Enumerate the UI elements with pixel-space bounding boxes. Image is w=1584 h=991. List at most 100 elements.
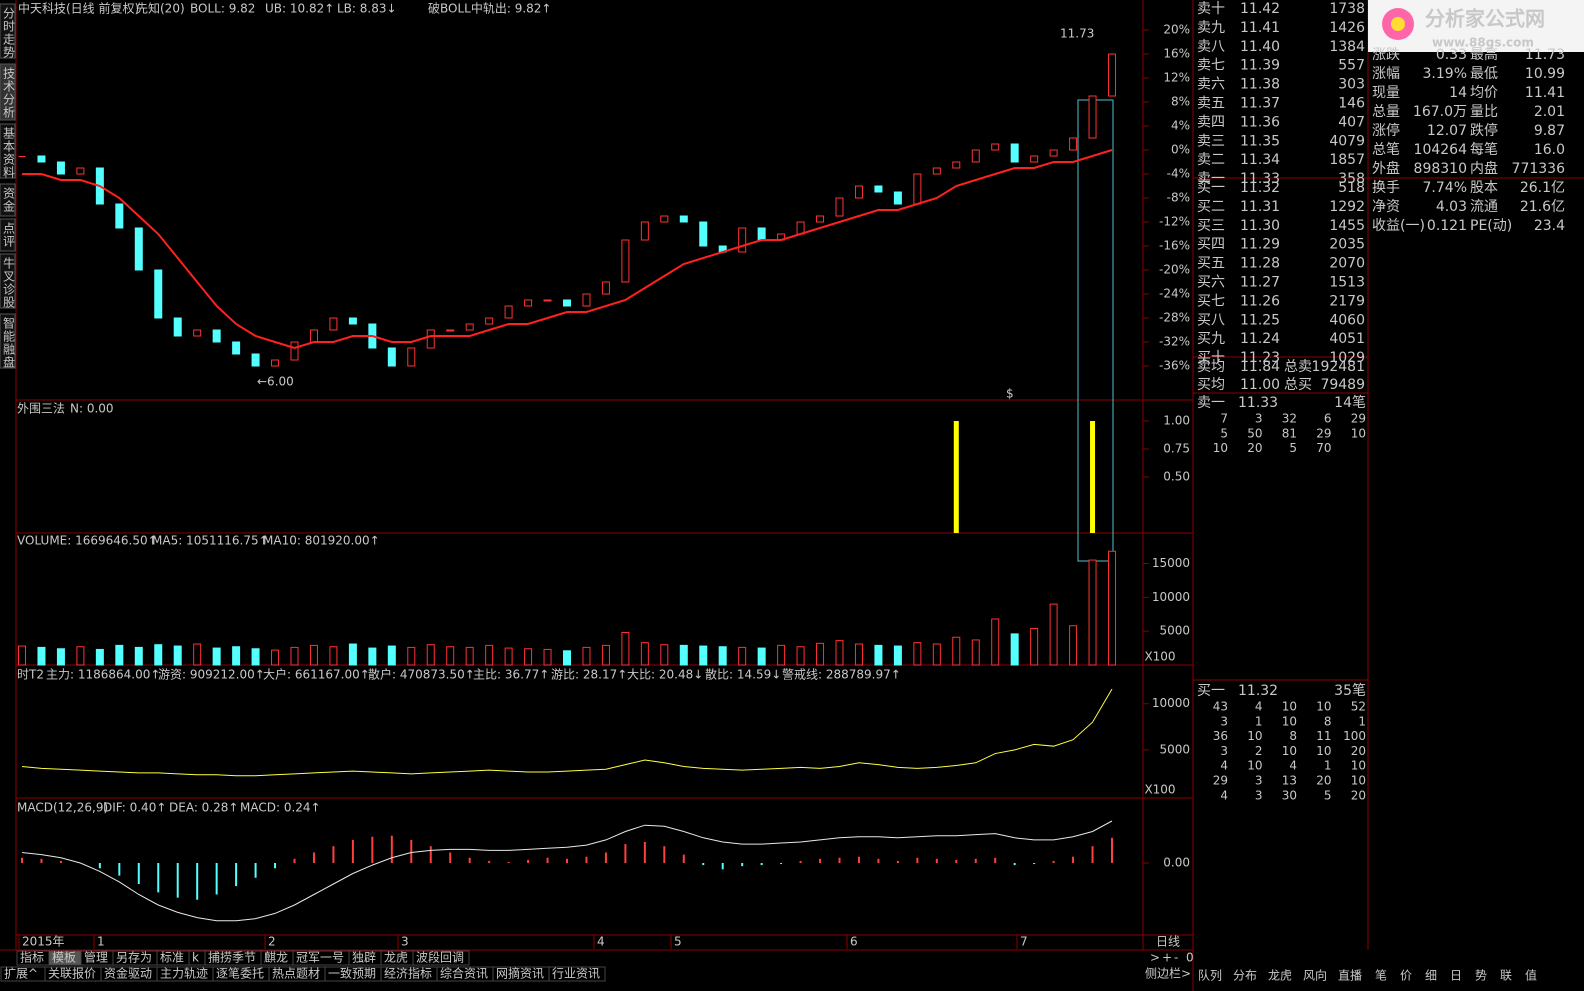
- candle: [563, 299, 571, 307]
- control-button[interactable]: >: [1150, 951, 1160, 965]
- toolbar-label[interactable]: 龙虎: [384, 951, 408, 965]
- volume-bar: [601, 644, 610, 666]
- side-tab[interactable]: [0, 218, 16, 252]
- detail-tab-button[interactable]: 日: [1450, 969, 1462, 983]
- fund-label: 游比: 28.17↑: [551, 668, 627, 682]
- toolbar-label[interactable]: 模板: [52, 951, 76, 965]
- y-tick-label: 0.75: [1163, 442, 1190, 456]
- toolbar-label[interactable]: 网摘资讯: [496, 966, 544, 981]
- info-value: 11.73: [1525, 47, 1565, 63]
- volume-bar: [874, 644, 883, 666]
- side-tab[interactable]: [0, 123, 16, 179]
- candle: [309, 329, 318, 343]
- toolbar-label[interactable]: 冠军一号: [296, 951, 344, 965]
- candle: [193, 329, 202, 337]
- toolbar-label[interactable]: k: [192, 951, 199, 965]
- fund-label: 大户: 661167.00↑: [263, 667, 370, 682]
- candle: [271, 359, 280, 367]
- info-label: 内盘: [1470, 160, 1498, 177]
- toolbar-label[interactable]: 麒龙: [264, 950, 288, 965]
- queue-cell: 81: [1282, 426, 1297, 440]
- info-label: 换手: [1372, 179, 1400, 196]
- toolbar-label[interactable]: 波段回调: [416, 950, 464, 965]
- detail-tab-button[interactable]: 值: [1525, 968, 1537, 983]
- detail-tab-button[interactable]: 联: [1500, 969, 1512, 983]
- info-label: 流通: [1470, 199, 1498, 215]
- volume-bar: [796, 646, 805, 666]
- candle: [446, 329, 455, 332]
- side-tab-button[interactable]: 风向: [1303, 968, 1327, 983]
- volume-bar: [718, 646, 727, 666]
- side-tab[interactable]: [0, 313, 16, 369]
- side-tab-button[interactable]: 分布: [1233, 969, 1257, 983]
- toolbar-label[interactable]: 一致预期: [328, 967, 376, 981]
- toolbar-label[interactable]: 综合资讯: [440, 966, 488, 981]
- volume-bar: [777, 644, 786, 666]
- candle: [115, 203, 124, 229]
- volume-bar: [485, 644, 494, 666]
- toolbar-label[interactable]: 经济指标: [384, 966, 432, 981]
- queue-price: 11.32: [1238, 683, 1278, 699]
- detail-tab-button[interactable]: 势: [1475, 969, 1487, 983]
- toolbar-label[interactable]: 主力轨迹: [160, 967, 208, 981]
- date-label: 7: [1020, 935, 1028, 949]
- volume-bar: [56, 648, 65, 666]
- signal-bar: [1090, 421, 1096, 533]
- toolbar-label[interactable]: 指标: [20, 950, 44, 965]
- side-tab-button[interactable]: 直播: [1338, 969, 1362, 983]
- side-tab-button[interactable]: 龙虎: [1268, 969, 1292, 983]
- book-label: 卖一: [1197, 171, 1225, 187]
- detail-tab-button[interactable]: 价: [1400, 969, 1412, 983]
- volume-bar: [991, 618, 1000, 666]
- toolbar-button[interactable]: [412, 950, 470, 966]
- toolbar-label[interactable]: 行业资讯: [552, 967, 600, 981]
- control-button[interactable]: 0: [1186, 951, 1194, 965]
- detail-tab-button[interactable]: 笔: [1375, 968, 1387, 983]
- side-tab[interactable]: [0, 253, 16, 309]
- side-tab[interactable]: [0, 3, 16, 59]
- toolbar-label[interactable]: 标准: [160, 951, 184, 965]
- queue-label: 卖一: [1197, 395, 1225, 411]
- toolbar-label[interactable]: 资金驱动: [104, 966, 152, 981]
- control-button[interactable]: -: [1174, 951, 1178, 965]
- book-volume: 146: [1338, 96, 1365, 112]
- toolbar-button[interactable]: [548, 966, 606, 982]
- y-tick-label: 15000: [1152, 556, 1190, 570]
- toolbar-label[interactable]: 另存为: [116, 951, 152, 965]
- book-price: 11.29: [1240, 237, 1280, 253]
- queue-cell: 52: [1351, 700, 1366, 714]
- toolbar-label[interactable]: 扩展^: [4, 967, 38, 981]
- volume-bar: [1010, 633, 1019, 666]
- toolbar-label[interactable]: 热点题材: [272, 967, 320, 981]
- candle: [854, 185, 863, 199]
- queue-cell: 10: [1316, 700, 1331, 714]
- sidebar-button[interactable]: 侧边栏>: [1145, 966, 1191, 981]
- side-tab-label: 点评: [2, 222, 16, 248]
- info-value: 7.74%: [1423, 180, 1467, 196]
- y-tick-label: -4%: [1167, 167, 1190, 181]
- book-price: 11.33: [1240, 171, 1280, 187]
- volume-bar: [913, 642, 922, 666]
- toolbar-label[interactable]: 捕捞季节: [208, 950, 256, 965]
- candle: [232, 341, 241, 355]
- volume-bar: [1088, 559, 1097, 666]
- high-label: 11.73: [1060, 27, 1094, 41]
- book-label: 卖十: [1197, 1, 1225, 17]
- toolbar-label[interactable]: 独辟: [352, 950, 376, 965]
- signal-title: 外围三法: [17, 402, 65, 416]
- candle: [913, 173, 922, 205]
- volume-unit: X100: [1144, 650, 1175, 664]
- queue-cell: 29: [1351, 412, 1366, 426]
- side-tab[interactable]: [0, 183, 16, 217]
- book-price: 11.34: [1240, 152, 1280, 168]
- detail-tab-button[interactable]: 细: [1425, 969, 1437, 983]
- side-tab[interactable]: [0, 63, 16, 121]
- volume-bar: [271, 649, 280, 666]
- info-label: 每笔: [1470, 142, 1498, 158]
- toolbar-label[interactable]: 关联报价: [48, 966, 96, 981]
- toolbar-label[interactable]: 逐笔委托: [216, 966, 264, 981]
- toolbar-label[interactable]: 管理: [84, 950, 108, 965]
- side-tab-button[interactable]: 队列: [1198, 968, 1222, 983]
- control-button[interactable]: +: [1162, 951, 1172, 965]
- volume-bar: [679, 644, 688, 666]
